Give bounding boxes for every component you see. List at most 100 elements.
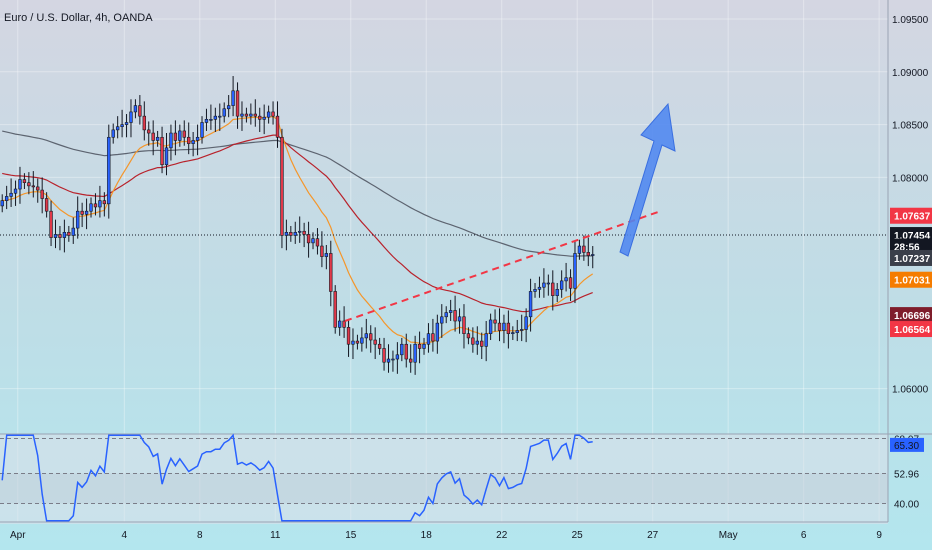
candle-body bbox=[98, 200, 102, 208]
candle-body bbox=[218, 115, 222, 118]
candle-body bbox=[4, 196, 9, 201]
candle-body bbox=[107, 136, 111, 205]
time-tick-label: 6 bbox=[801, 530, 807, 541]
time-tick-label: May bbox=[719, 530, 738, 541]
candle-body bbox=[266, 111, 271, 118]
candle-body bbox=[182, 130, 186, 138]
candle-body bbox=[302, 230, 306, 235]
trendline[interactable] bbox=[344, 211, 659, 322]
time-tick-label: 18 bbox=[421, 530, 433, 541]
candle-body bbox=[71, 227, 75, 236]
price-tag-box bbox=[890, 321, 932, 338]
candle-body bbox=[337, 320, 342, 328]
candle-body bbox=[542, 282, 546, 288]
candle-body bbox=[466, 333, 471, 339]
candle-body bbox=[13, 188, 18, 194]
time-axis[interactable]: Apr 4 8 11 15 18 22 25 27 May 6 9 bbox=[10, 530, 882, 541]
candle-body bbox=[280, 136, 284, 236]
candle-body bbox=[138, 105, 142, 117]
candle-body bbox=[40, 189, 44, 199]
candle-body bbox=[262, 116, 266, 120]
chart-title: Euro / U.S. Dollar, 4h, OANDA bbox=[4, 12, 153, 24]
candle-body bbox=[493, 319, 497, 324]
candle-body bbox=[164, 147, 169, 166]
candle-body bbox=[187, 136, 191, 144]
candle-body bbox=[53, 234, 58, 238]
price-tick-label: 1.06000 bbox=[892, 385, 929, 396]
candle-body bbox=[120, 124, 124, 128]
rsi-line bbox=[1, 433, 593, 522]
candle-body bbox=[502, 322, 506, 331]
candle-body bbox=[475, 340, 479, 345]
candle-body bbox=[49, 210, 53, 238]
candle-body bbox=[382, 348, 386, 363]
candle-body bbox=[169, 132, 173, 149]
candle-body bbox=[235, 90, 240, 117]
candle-body bbox=[31, 185, 35, 188]
candle-body bbox=[364, 333, 368, 339]
ema-fast-line bbox=[2, 116, 594, 345]
candle-body bbox=[173, 132, 178, 141]
candle-body bbox=[346, 327, 351, 345]
candle-body bbox=[506, 322, 511, 334]
candle-body bbox=[333, 291, 337, 328]
ema-slow-line bbox=[2, 130, 593, 257]
candle-body bbox=[195, 136, 200, 141]
candle-body bbox=[44, 198, 49, 212]
rsi-tag-label: 65.30 bbox=[894, 441, 919, 452]
price-tick-label: 1.08000 bbox=[892, 173, 929, 184]
candle-body bbox=[275, 115, 280, 138]
price-tag-label: 1.07031 bbox=[894, 276, 931, 287]
candle-body bbox=[36, 186, 40, 191]
candle-body bbox=[191, 140, 195, 144]
candle-body bbox=[111, 129, 115, 138]
rsi-band bbox=[0, 473, 888, 504]
moving-average-lines bbox=[2, 116, 594, 345]
candle-body bbox=[222, 108, 226, 117]
candle-body bbox=[586, 252, 590, 256]
rsi-pane-background bbox=[0, 434, 888, 524]
candle-body bbox=[555, 289, 559, 296]
price-tag-box bbox=[890, 307, 932, 324]
candle-body bbox=[253, 113, 257, 117]
candle-body bbox=[9, 192, 13, 197]
price-axis[interactable]: 1.09500 1.09000 1.08500 1.08000 1.06000 bbox=[892, 15, 929, 396]
candle-body bbox=[355, 340, 360, 344]
candle-body bbox=[564, 277, 568, 282]
candle-body bbox=[271, 111, 275, 117]
rsi-pane bbox=[0, 433, 932, 524]
candle-body bbox=[62, 232, 67, 238]
candle-body bbox=[329, 253, 333, 292]
candle-body bbox=[258, 115, 262, 120]
price-tag-label: 1.07454 bbox=[894, 231, 931, 242]
candle-body bbox=[209, 119, 213, 121]
candle-body bbox=[178, 130, 182, 141]
candle-body bbox=[320, 245, 324, 257]
time-tick-label: 22 bbox=[496, 530, 508, 541]
candle-body bbox=[226, 105, 231, 110]
candle-body bbox=[360, 337, 364, 344]
candle-body bbox=[577, 245, 582, 254]
candle-body bbox=[89, 203, 93, 212]
candle-body bbox=[488, 319, 493, 334]
up-arrow-annotation[interactable] bbox=[619, 102, 676, 257]
candle-body bbox=[573, 253, 577, 289]
candle-body bbox=[93, 203, 98, 208]
candle-body bbox=[249, 113, 253, 117]
candle-body bbox=[80, 210, 84, 215]
candle-body bbox=[147, 129, 151, 134]
candle-body bbox=[444, 312, 448, 318]
candle-body bbox=[511, 332, 515, 334]
candle-body bbox=[520, 329, 524, 331]
candlesticks bbox=[0, 76, 595, 375]
candle-body bbox=[373, 339, 377, 345]
candle-body bbox=[115, 126, 120, 131]
price-tag-box bbox=[890, 207, 932, 224]
candle-body bbox=[289, 232, 293, 236]
candle-body bbox=[515, 330, 519, 333]
candle-body bbox=[369, 333, 373, 341]
candle-body bbox=[27, 182, 31, 187]
price-tag-label: 1.06564 bbox=[894, 325, 931, 336]
